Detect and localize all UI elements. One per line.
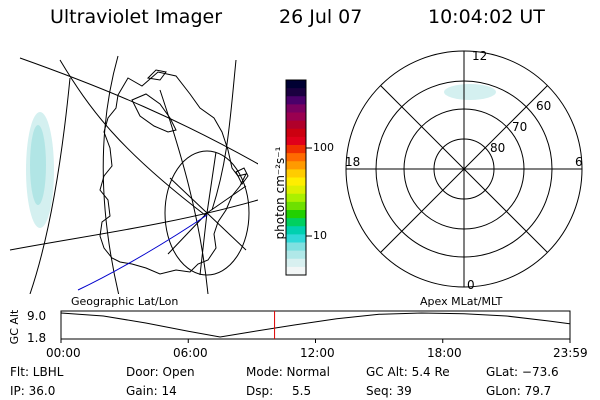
x-tick-2359: 23:59: [553, 346, 588, 360]
date-label: 26 Jul 07: [279, 6, 363, 28]
meridian: [206, 185, 247, 214]
colorbar-band: [286, 120, 306, 130]
colorbar-band: [286, 218, 306, 227]
colorbar-band: [286, 266, 306, 276]
coastline: [146, 69, 167, 81]
polar-circle: [164, 150, 250, 276]
meridian: [169, 177, 208, 214]
meridian: [206, 212, 247, 251]
grid-arc: [29, 77, 71, 294]
coastline: [99, 71, 247, 275]
altitude-curve: [60, 312, 570, 338]
x-tick-1200: 12:00: [300, 346, 335, 360]
colorbar-band: [286, 161, 306, 170]
mlat-label-70: 70: [512, 120, 527, 134]
colorbar-tick-10: 10: [313, 229, 327, 242]
x-tick-0000: 00:00: [46, 346, 81, 360]
instrument-title: Ultraviolet Imager: [50, 6, 223, 28]
apex-caption: Apex MLat/MLT: [420, 295, 503, 308]
grid-arc: [211, 59, 237, 211]
ip-status: IP: 36.0: [10, 384, 56, 398]
colorbar-band: [286, 169, 306, 179]
x-tick-1800: 18:00: [427, 346, 462, 360]
colorbar-band: [286, 128, 306, 138]
projection-line: [77, 214, 208, 291]
colorbar-band: [286, 234, 306, 244]
colorbar-band: [286, 201, 306, 211]
coastline: [235, 167, 249, 185]
colorbar-band: [286, 145, 306, 154]
mlat-label-80: 80: [490, 141, 505, 155]
gain-status: Gain: 14: [126, 384, 177, 398]
colorbar-band: [286, 177, 306, 187]
grid-arc: [102, 55, 120, 294]
colorbar-band: [286, 193, 306, 203]
mode-status: Mode: Normal: [246, 365, 330, 379]
mlat-label-60: 60: [536, 99, 551, 113]
colorbar-band: [286, 104, 306, 114]
time-label: 10:04:02 UT: [428, 6, 545, 28]
filter-status: Flt: LBHL: [10, 365, 64, 379]
mlt-label-6: 6: [575, 155, 583, 169]
colorbar-band: [286, 226, 306, 235]
coastline: [131, 93, 177, 133]
dsp-label: Dsp:: [246, 384, 274, 398]
aurora-glow-core: [30, 125, 46, 205]
mlt-label-18: 18: [345, 155, 360, 169]
colorbar-band: [286, 185, 306, 195]
colorbar-tick-100: 100: [313, 141, 334, 154]
glon-status: GLon: 79.7: [486, 384, 552, 398]
colorbar-band: [286, 96, 306, 105]
colorbar-band: [286, 258, 306, 268]
colorbar-band: [286, 136, 306, 146]
grid-arc: [19, 57, 258, 165]
alt-y-top: 9.0: [27, 309, 47, 323]
alt-y-bottom: 1.8: [27, 331, 47, 345]
colorbar-band: [286, 88, 306, 97]
x-tick-0600: 06:00: [173, 346, 208, 360]
aurora-oval-glow: [444, 84, 496, 100]
mlt-diagonal: [380, 85, 548, 253]
colorbar-band: [286, 210, 306, 219]
colorbar-band: [286, 112, 306, 122]
dsp-value: 5.5: [292, 384, 312, 398]
seq-status: Seq: 39: [366, 384, 412, 398]
colorbar-band: [286, 242, 306, 252]
meridian: [199, 212, 208, 276]
geographic-caption: Geographic Lat/Lon: [71, 295, 179, 308]
grid-arc: [59, 59, 206, 216]
meridian: [206, 151, 217, 214]
gc-alt-status: GC Alt: 5.4 Re: [366, 365, 450, 379]
colorbar-band: [286, 80, 306, 89]
mlt-label-0: 0: [467, 278, 475, 292]
glat-status: GLat: −73.6: [486, 365, 559, 379]
door-status: Door: Open: [126, 365, 195, 379]
colorbar-band: [286, 250, 306, 260]
grid-arc: [9, 199, 258, 251]
grid-arc: [159, 89, 209, 294]
mlt-label-12: 12: [472, 49, 487, 63]
colorbar-band: [286, 153, 306, 162]
